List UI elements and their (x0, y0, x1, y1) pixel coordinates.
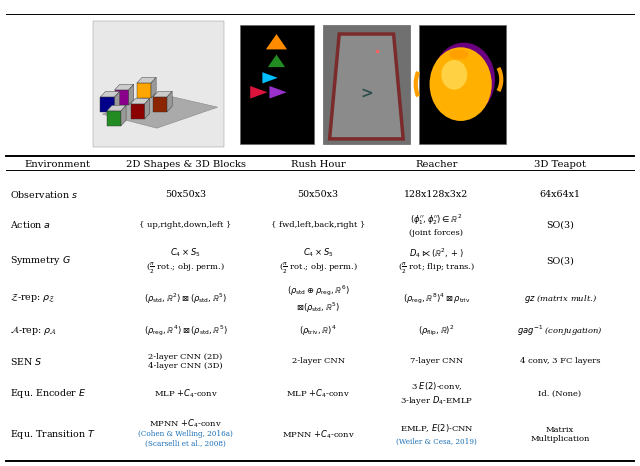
Bar (419, 25, 506, 144)
Text: 2D Shapes & 3D Blocks: 2D Shapes & 3D Blocks (125, 159, 246, 169)
Polygon shape (121, 105, 126, 126)
Text: Action $a$: Action $a$ (10, 219, 51, 230)
Text: Matrix
Multiplication: Matrix Multiplication (531, 426, 589, 443)
Polygon shape (102, 93, 218, 128)
Text: (Scarselli et al., 2008): (Scarselli et al., 2008) (145, 440, 226, 448)
Text: { fwd,left,back,right }: { fwd,left,back,right } (271, 220, 365, 229)
Ellipse shape (433, 42, 495, 116)
Text: 7-layer CNN: 7-layer CNN (410, 357, 463, 365)
Text: Observation $s$: Observation $s$ (10, 189, 78, 200)
Ellipse shape (449, 50, 468, 59)
Polygon shape (330, 34, 403, 139)
Text: 2-layer CNN: 2-layer CNN (291, 357, 345, 365)
Text: Reacher: Reacher (415, 159, 458, 169)
Text: $\mathcal{Z}$-rep: $\rho_\mathcal{Z}$: $\mathcal{Z}$-rep: $\rho_\mathcal{Z}$ (10, 293, 55, 305)
Polygon shape (262, 72, 278, 83)
Polygon shape (153, 97, 167, 112)
Text: $(\rho_\mathrm{flip}, \mathbb{R})^2$: $(\rho_\mathrm{flip}, \mathbb{R})^2$ (419, 323, 454, 338)
Text: 64x64x1: 64x64x1 (540, 190, 580, 199)
Text: SEN $S$: SEN $S$ (10, 356, 42, 367)
Text: $C_4 \times S_5$
($\frac{\pi}{2}$ rot.; obj. perm.): $C_4 \times S_5$ ($\frac{\pi}{2}$ rot.; … (278, 247, 358, 275)
Polygon shape (131, 104, 145, 119)
Polygon shape (107, 111, 121, 126)
Text: (Weiler & Cesa, 2019): (Weiler & Cesa, 2019) (396, 439, 477, 446)
Polygon shape (115, 91, 120, 112)
Text: Equ. Encoder $E$: Equ. Encoder $E$ (10, 387, 86, 400)
Text: $D_4 \ltimes (\mathbb{R}^2, +)$
($\frac{\pi}{2}$ rot; flip; trans.): $D_4 \ltimes (\mathbb{R}^2, +)$ ($\frac{… (398, 246, 475, 276)
Bar (240, 25, 314, 144)
Text: $(\rho_\mathrm{reg}, \mathbb{R}^8)^4 \boxtimes \rho_\mathrm{triv}$: $(\rho_\mathrm{reg}, \mathbb{R}^8)^4 \bo… (403, 292, 470, 307)
Polygon shape (269, 86, 287, 98)
Text: $(\rho_\mathrm{std}, \mathbb{R}^2) \boxtimes (\rho_\mathrm{std}, \mathbb{R}^5)$: $(\rho_\mathrm{std}, \mathbb{R}^2) \boxt… (144, 292, 227, 306)
Text: MPNN $+ C_4$-conv: MPNN $+ C_4$-conv (282, 428, 355, 440)
Text: $(\rho_\mathrm{std} \oplus \rho_\mathrm{reg}, \mathbb{R}^6)$
$\boxtimes(\rho_\ma: $(\rho_\mathrm{std} \oplus \rho_\mathrm{… (287, 284, 349, 315)
Polygon shape (167, 91, 172, 112)
Polygon shape (137, 77, 156, 83)
Polygon shape (266, 34, 287, 49)
Text: $\mathcal{A}$-rep: $\rho_\mathcal{A}$: $\mathcal{A}$-rep: $\rho_\mathcal{A}$ (10, 324, 57, 337)
Text: $(\rho_\mathrm{triv}, \mathbb{R})^4$: $(\rho_\mathrm{triv}, \mathbb{R})^4$ (300, 324, 337, 338)
Text: { up,right,down,left }: { up,right,down,left } (140, 220, 232, 229)
Ellipse shape (442, 60, 467, 89)
Text: $C_4 \times S_5$
($\frac{\pi}{2}$ rot.; obj. perm.): $C_4 \times S_5$ ($\frac{\pi}{2}$ rot.; … (146, 247, 225, 275)
Text: SO(3): SO(3) (546, 220, 574, 229)
Text: MPNN $+ C_4$-conv: MPNN $+ C_4$-conv (149, 418, 222, 430)
Polygon shape (107, 105, 126, 111)
Text: Symmetry $G$: Symmetry $G$ (10, 254, 71, 267)
Text: $(\rho_\mathrm{reg}, \mathbb{R}^4) \boxtimes (\rho_\mathrm{std}, \mathbb{R}^5)$: $(\rho_\mathrm{reg}, \mathbb{R}^4) \boxt… (144, 323, 227, 338)
Polygon shape (129, 84, 134, 105)
Polygon shape (151, 77, 156, 98)
Polygon shape (131, 98, 150, 104)
Text: SO(3): SO(3) (546, 256, 574, 266)
Text: $gz$ (matrix mult.): $gz$ (matrix mult.) (524, 293, 596, 305)
Text: Id. (None): Id. (None) (538, 390, 582, 398)
Text: >: > (360, 86, 372, 101)
Bar (323, 25, 410, 144)
Polygon shape (100, 91, 120, 97)
Polygon shape (268, 55, 285, 67)
Text: 50x50x3: 50x50x3 (298, 190, 339, 199)
Text: (Cohen & Welling, 2016a): (Cohen & Welling, 2016a) (138, 430, 233, 439)
Text: 3D Teapot: 3D Teapot (534, 159, 586, 169)
Text: Equ. Transition $T$: Equ. Transition $T$ (10, 428, 95, 441)
Text: 2-layer CNN (2D)
4-layer CNN (3D): 2-layer CNN (2D) 4-layer CNN (3D) (148, 353, 223, 370)
Text: 50x50x3: 50x50x3 (165, 190, 206, 199)
Polygon shape (137, 83, 151, 98)
Text: 4 conv, 3 FC layers: 4 conv, 3 FC layers (520, 357, 600, 365)
Polygon shape (115, 84, 134, 90)
Polygon shape (145, 98, 150, 119)
Text: EMLP, $E(2)$-CNN: EMLP, $E(2)$-CNN (399, 422, 474, 434)
Text: 3 $E(2)$-conv,
3-layer $D_4$-EMLP: 3 $E(2)$-conv, 3-layer $D_4$-EMLP (400, 380, 473, 407)
Polygon shape (115, 90, 129, 105)
Polygon shape (100, 97, 115, 112)
Text: 128x128x3x2: 128x128x3x2 (404, 190, 468, 199)
Polygon shape (250, 86, 268, 98)
Text: Rush Hour: Rush Hour (291, 159, 346, 169)
Ellipse shape (429, 47, 492, 121)
Text: $(\phi_1'', \phi_2'') \in \mathbb{R}^2$
(joint forces): $(\phi_1'', \phi_2'') \in \mathbb{R}^2$ … (410, 212, 463, 237)
Bar (93, 21, 224, 147)
Text: $gag^{-1}$ (conjugation): $gag^{-1}$ (conjugation) (517, 324, 603, 338)
Text: MLP $+ C_4$-conv: MLP $+ C_4$-conv (154, 388, 218, 400)
Polygon shape (153, 91, 172, 97)
Text: MLP $+ C_4$-conv: MLP $+ C_4$-conv (286, 388, 350, 400)
Text: Environment: Environment (24, 159, 91, 169)
